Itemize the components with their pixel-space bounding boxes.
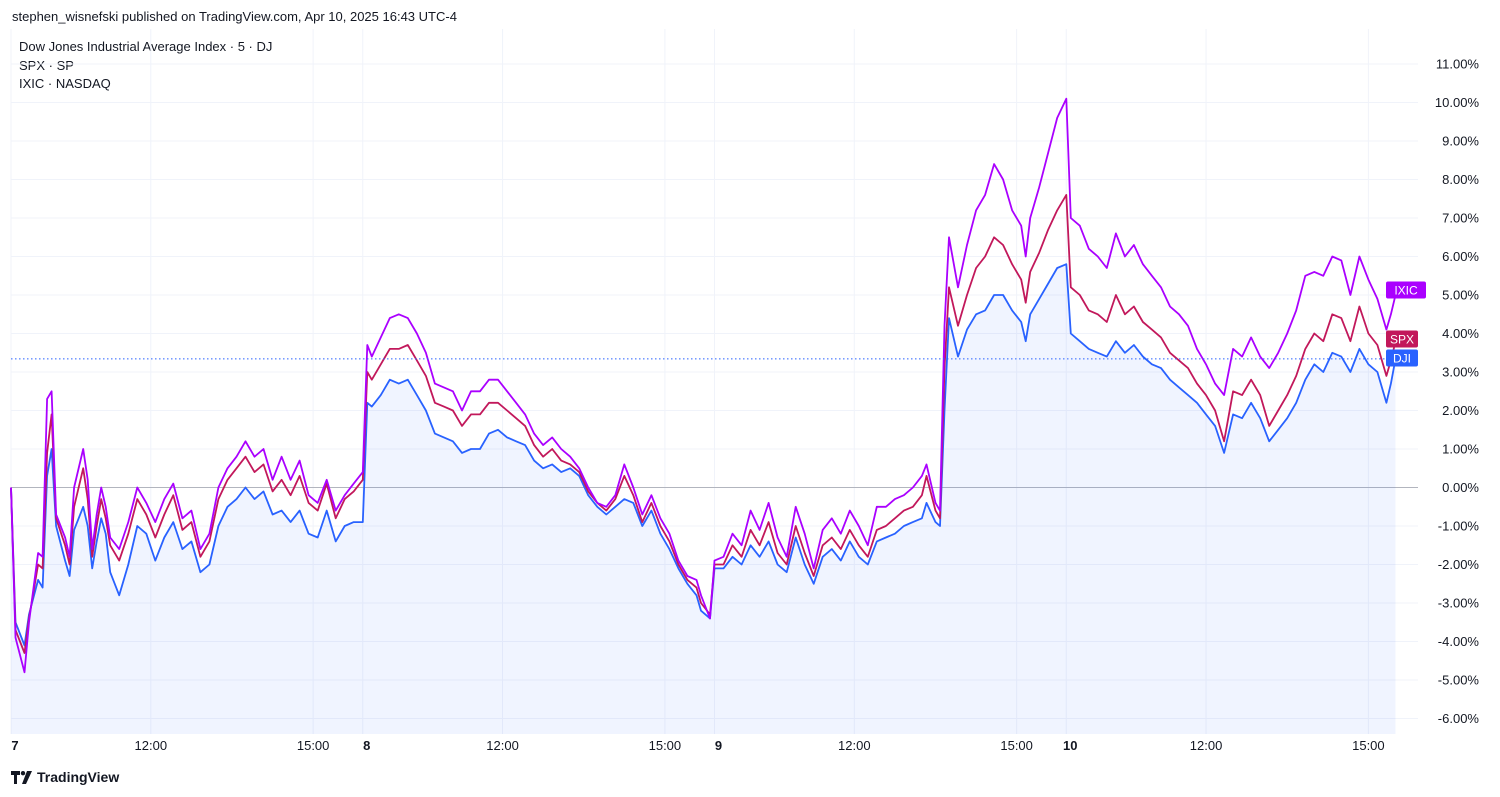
- publish-info: stephen_wisnefski published on TradingVi…: [12, 9, 457, 24]
- dji-area: [11, 264, 1396, 734]
- x-tick-label: 15:00: [297, 738, 330, 753]
- x-tick-label: 12:00: [486, 738, 519, 753]
- x-tick-label: 15:00: [649, 738, 682, 753]
- y-tick-label: -4.00%: [1438, 634, 1480, 649]
- y-tick-label: 4.00%: [1442, 326, 1479, 341]
- ixic-tag-label: IXIC: [1394, 284, 1418, 298]
- grid-lines: [10, 29, 1418, 734]
- x-tick-label: 15:00: [1352, 738, 1385, 753]
- tradingview-logo-icon: [11, 770, 33, 784]
- series-areas: [11, 264, 1396, 734]
- y-tick-label: -3.00%: [1438, 596, 1480, 611]
- price-tags: DJI SPX IXIC: [1386, 281, 1426, 367]
- x-tick-label: 12:00: [838, 738, 871, 753]
- y-tick-label: -1.00%: [1438, 519, 1480, 534]
- brand-footer[interactable]: TradingView: [11, 769, 119, 785]
- ixic-tag: [1386, 281, 1426, 299]
- y-tick-label: -6.00%: [1438, 711, 1480, 726]
- y-tick-label: 7.00%: [1442, 211, 1479, 226]
- brand-name: TradingView: [37, 769, 120, 785]
- dji-tag: [1386, 349, 1418, 367]
- dji-line: [10, 263, 1397, 647]
- y-tick-label: 10.00%: [1435, 95, 1480, 110]
- x-tick-label: 15:00: [1000, 738, 1033, 753]
- y-axis: 11.00% 10.00% 9.00% 8.00% 7.00% 6.00% 5.00% 4.0…: [1435, 57, 1480, 727]
- y-tick-label: 11.00%: [1436, 57, 1480, 72]
- y-tick-label: 3.00%: [1442, 365, 1479, 380]
- x-tick-label: 8: [363, 738, 370, 753]
- spx-line: [10, 194, 1397, 654]
- legend-spx[interactable]: SPX · SP: [19, 57, 74, 73]
- y-tick-label: 2.00%: [1442, 403, 1479, 418]
- x-tick-label: 9: [715, 738, 722, 753]
- y-tick-label: -2.00%: [1438, 557, 1480, 572]
- y-tick-label: 9.00%: [1442, 134, 1479, 149]
- x-tick-label: 10: [1063, 738, 1077, 753]
- y-tick-label: -5.00%: [1438, 673, 1480, 688]
- y-tick-label: 6.00%: [1442, 249, 1479, 264]
- x-tick-label: 12:00: [135, 738, 168, 753]
- y-tick-label: 0.00%: [1442, 480, 1479, 495]
- x-tick-label: 7: [11, 738, 18, 753]
- series-legend: Dow Jones Industrial Average Index · 5 ·…: [19, 38, 272, 94]
- series-lines: [10, 97, 1418, 674]
- y-tick-label: 5.00%: [1442, 288, 1479, 303]
- y-tick-label: 1.00%: [1442, 442, 1479, 457]
- ixic-line: [10, 97, 1397, 674]
- legend-dji[interactable]: Dow Jones Industrial Average Index · 5 ·…: [19, 39, 273, 54]
- spx-tag: [1386, 330, 1418, 348]
- dji-tag-label: DJI: [1393, 352, 1411, 366]
- y-tick-label: 8.00%: [1442, 172, 1479, 187]
- x-tick-label: 12:00: [1190, 738, 1223, 753]
- x-axis: 7 12:00 15:00 8 12:00 15:00 9 12:00 15:00 10 12:00…: [11, 738, 1384, 753]
- legend-ixic[interactable]: IXIC · NASDAQ: [19, 76, 111, 91]
- spx-tag-label: SPX: [1390, 333, 1414, 347]
